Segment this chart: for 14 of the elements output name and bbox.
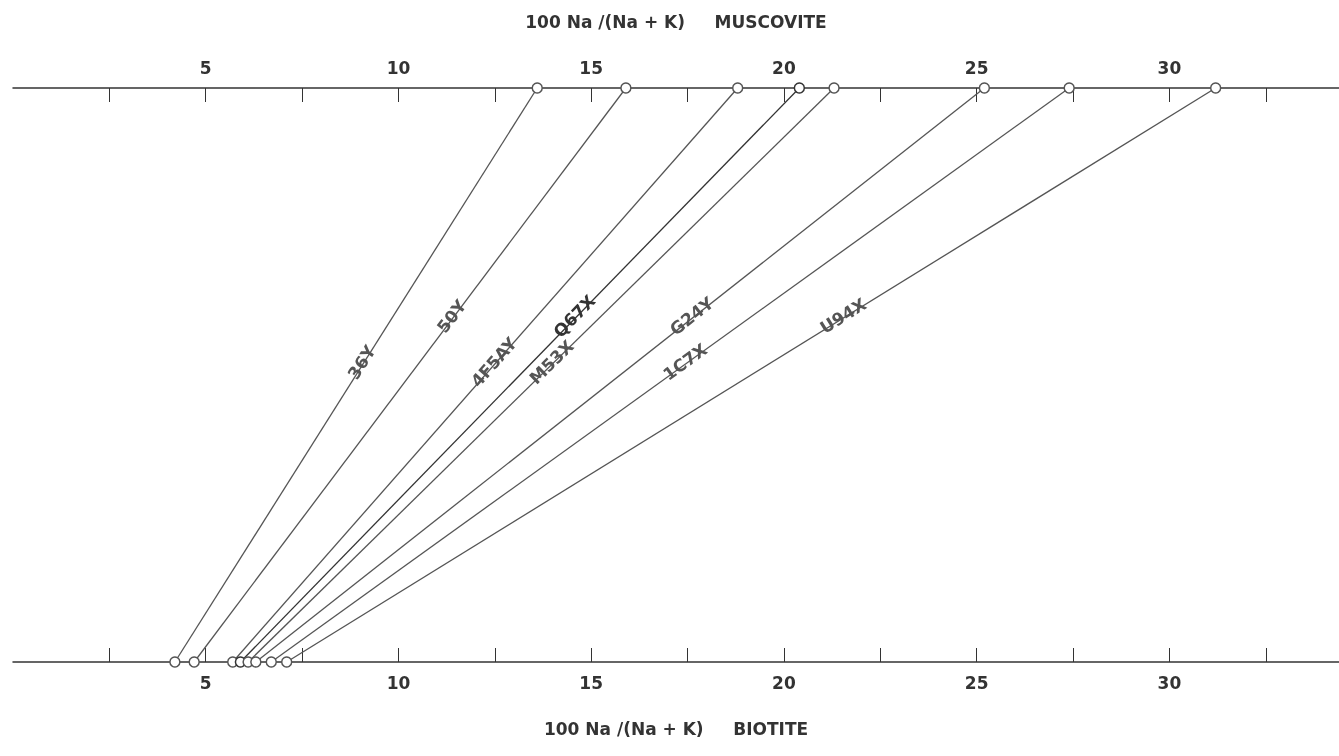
x-tick-label: 15 <box>579 672 604 693</box>
x2-tick-label: 30 <box>1157 57 1182 78</box>
x-tick-label: 5 <box>199 672 212 693</box>
x2-tick-label: 5 <box>199 57 212 78</box>
x-tick-label: 25 <box>964 672 989 693</box>
x2-axis-title: 100 Na /(Na + K) MUSCOVITE <box>525 11 827 32</box>
x-tick-label: 30 <box>1157 672 1182 693</box>
x2-tick-label: 25 <box>964 57 989 78</box>
x2-tick-label: 15 <box>579 57 604 78</box>
x2-tick-label: 20 <box>772 57 796 78</box>
x-axis-title: 100 Na /(Na + K) BIOTITE <box>543 718 809 739</box>
x2-tick-label: 10 <box>386 57 411 78</box>
x-tick-label: 20 <box>772 672 796 693</box>
x-tick-label: 10 <box>386 672 411 693</box>
